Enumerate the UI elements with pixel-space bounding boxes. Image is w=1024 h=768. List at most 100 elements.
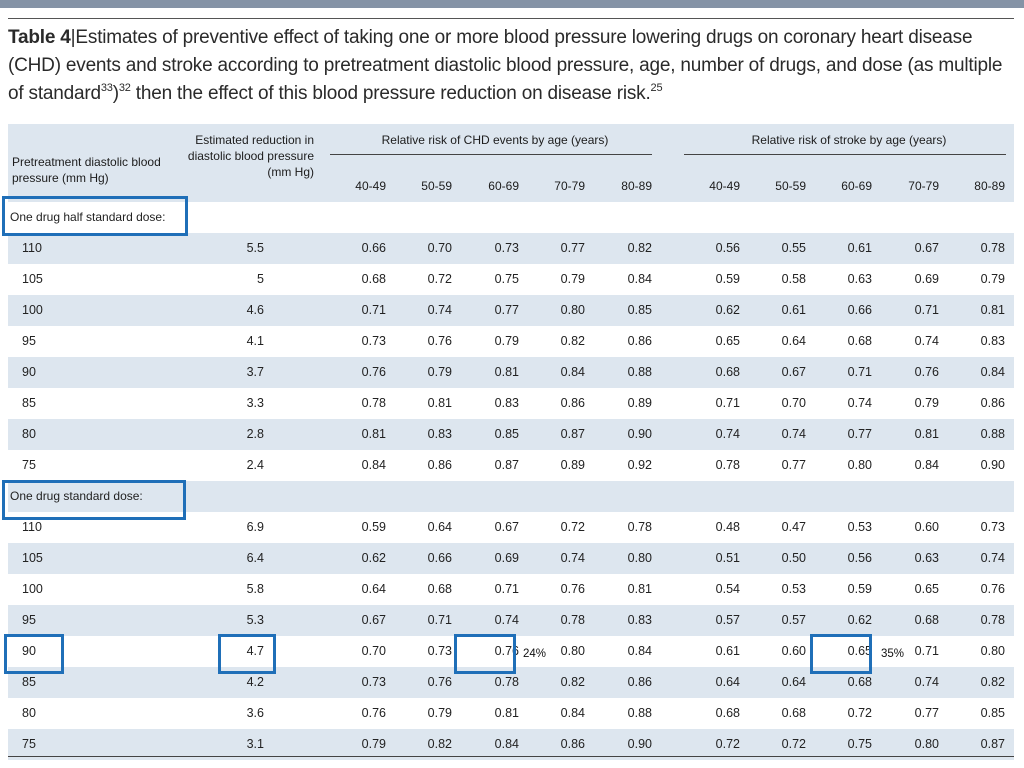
cell-pretreatment-bp: 105 [22, 272, 43, 286]
stroke-reduction-note: 35% [881, 647, 905, 661]
cell-stroke-risk: 0.65 [914, 582, 939, 596]
cell-stroke-risk: 0.65 [715, 334, 740, 348]
table-row: 100 5.8 0.64 0.68 0.71 0.76 0.81 0.54 0.53 0.59 0.… [8, 574, 1014, 605]
table-row: 85 3.3 0.78 0.81 0.83 0.86 0.89 0.71 0.70 0.74 0.7… [8, 388, 1014, 419]
cell-chd-risk: 0.89 [627, 396, 652, 410]
section-title: One drug standard dose: [10, 489, 143, 503]
cell-chd-risk: 0.80 [560, 644, 585, 658]
cell-pretreatment-bp: 80 [22, 427, 36, 441]
cell-chd-risk: 0.75 [494, 272, 519, 286]
cell-stroke-risk: 0.63 [914, 551, 939, 565]
header-estimated-reduction: Estimated reduction in diastolic blood p… [187, 133, 314, 179]
table-bottom-rule [8, 756, 1014, 757]
cell-stroke-risk: 0.80 [980, 644, 1005, 658]
cell-chd-risk: 0.88 [627, 365, 652, 379]
cell-chd-risk: 0.86 [427, 458, 452, 472]
highlight-half-dose-title [2, 196, 188, 236]
cell-stroke-risk: 0.69 [914, 272, 939, 286]
cell-stroke-risk: 0.67 [914, 241, 939, 255]
cell-stroke-risk: 0.47 [781, 520, 806, 534]
cell-chd-risk: 0.64 [361, 582, 386, 596]
header-stroke-group: Relative risk of stroke by age (years) [751, 133, 947, 147]
cell-stroke-risk: 0.74 [914, 675, 939, 689]
cell-chd-risk: 0.87 [494, 458, 519, 472]
cell-bp-reduction: 5.8 [246, 582, 264, 596]
cell-stroke-risk: 0.83 [980, 334, 1005, 348]
cell-chd-risk: 0.76 [427, 334, 452, 348]
highlight-bp-90 [4, 634, 64, 674]
header-stroke-age-60-69: 60-69 [841, 179, 872, 193]
cell-chd-risk: 0.59 [361, 520, 386, 534]
cell-stroke-risk: 0.56 [715, 241, 740, 255]
cell-pretreatment-bp: 75 [22, 458, 36, 472]
cell-bp-reduction: 3.1 [246, 737, 264, 751]
cell-chd-risk: 0.73 [427, 644, 452, 658]
cell-chd-risk: 0.74 [494, 613, 519, 627]
cell-bp-reduction: 4.2 [246, 675, 264, 689]
table-row: 110 6.9 0.59 0.64 0.67 0.72 0.78 0.48 0.47 0.53 0.… [8, 512, 1014, 543]
cell-stroke-risk: 0.79 [980, 272, 1005, 286]
cell-chd-risk: 0.78 [560, 613, 585, 627]
cell-chd-risk: 0.79 [560, 272, 585, 286]
cell-stroke-risk: 0.76 [980, 582, 1005, 596]
cell-stroke-risk: 0.82 [980, 675, 1005, 689]
cell-bp-reduction: 4.7 [246, 644, 264, 658]
cell-stroke-risk: 0.57 [715, 613, 740, 627]
cell-pretreatment-bp: 85 [22, 396, 36, 410]
table-header: Pretreatment diastolic blood pressure (m… [8, 124, 1014, 202]
cell-stroke-risk: 0.60 [914, 520, 939, 534]
cell-stroke-risk: 0.68 [781, 706, 806, 720]
cell-stroke-risk: 0.53 [781, 582, 806, 596]
cell-pretreatment-bp: 110 [22, 520, 42, 534]
cell-chd-risk: 0.81 [494, 365, 519, 379]
cell-stroke-risk: 0.59 [847, 582, 872, 596]
cell-chd-risk: 0.79 [427, 706, 452, 720]
cell-stroke-risk: 0.59 [715, 272, 740, 286]
cell-stroke-risk: 0.81 [980, 303, 1005, 317]
cell-chd-risk: 0.68 [427, 582, 452, 596]
cell-stroke-risk: 0.68 [914, 613, 939, 627]
cell-stroke-risk: 0.84 [914, 458, 939, 472]
header-stroke-age-50-59: 50-59 [775, 179, 806, 193]
cell-chd-risk: 0.82 [427, 737, 452, 751]
cell-chd-risk: 0.77 [560, 241, 585, 255]
table-row: 95 4.1 0.73 0.76 0.79 0.82 0.86 0.65 0.64 0.68 0.7… [8, 326, 1014, 357]
cell-chd-risk: 0.89 [560, 458, 585, 472]
cell-chd-risk: 0.72 [560, 520, 585, 534]
cell-stroke-risk: 0.63 [847, 272, 872, 286]
cell-stroke-risk: 0.75 [847, 737, 872, 751]
cell-chd-risk: 0.90 [627, 737, 652, 751]
cell-pretreatment-bp: 90 [22, 365, 36, 379]
table-row: 75 2.4 0.84 0.86 0.87 0.89 0.92 0.78 0.77 0.80 0.8… [8, 450, 1014, 481]
cell-chd-risk: 0.62 [361, 551, 386, 565]
highlight-chd-0-76 [454, 634, 516, 674]
cell-chd-risk: 0.79 [494, 334, 519, 348]
section-title-row: One drug standard dose: [8, 481, 1014, 512]
cell-chd-risk: 0.84 [560, 706, 585, 720]
cell-pretreatment-bp: 90 [22, 644, 36, 658]
cell-chd-risk: 0.66 [361, 241, 386, 255]
cell-pretreatment-bp: 105 [22, 551, 43, 565]
cell-chd-risk: 0.84 [627, 272, 652, 286]
cell-chd-risk: 0.73 [361, 675, 386, 689]
cell-chd-risk: 0.85 [627, 303, 652, 317]
cell-chd-risk: 0.74 [427, 303, 452, 317]
cell-chd-risk: 0.73 [361, 334, 386, 348]
cell-stroke-risk: 0.88 [980, 427, 1005, 441]
cell-chd-risk: 0.81 [427, 396, 452, 410]
cell-bp-reduction: 6.9 [246, 520, 264, 534]
table-row: 100 4.6 0.71 0.74 0.77 0.80 0.85 0.62 0.61 0.66 0.… [8, 295, 1014, 326]
cell-stroke-risk: 0.79 [914, 396, 939, 410]
cell-chd-risk: 0.86 [560, 737, 585, 751]
cell-chd-risk: 0.84 [560, 365, 585, 379]
cell-bp-reduction: 2.4 [246, 458, 264, 472]
highlight-reduction-4-7 [218, 634, 276, 674]
cell-stroke-risk: 0.72 [781, 737, 806, 751]
cell-stroke-risk: 0.77 [914, 706, 939, 720]
cell-stroke-risk: 0.71 [715, 396, 740, 410]
caption-text-2: then the effect of this blood pressure r… [135, 83, 651, 104]
cell-stroke-risk: 0.66 [847, 303, 872, 317]
table-row: 110 5.5 0.66 0.70 0.73 0.77 0.82 0.56 0.55 0.61 0.… [8, 233, 1014, 264]
cell-stroke-risk: 0.86 [980, 396, 1005, 410]
cell-pretreatment-bp: 100 [22, 303, 43, 317]
